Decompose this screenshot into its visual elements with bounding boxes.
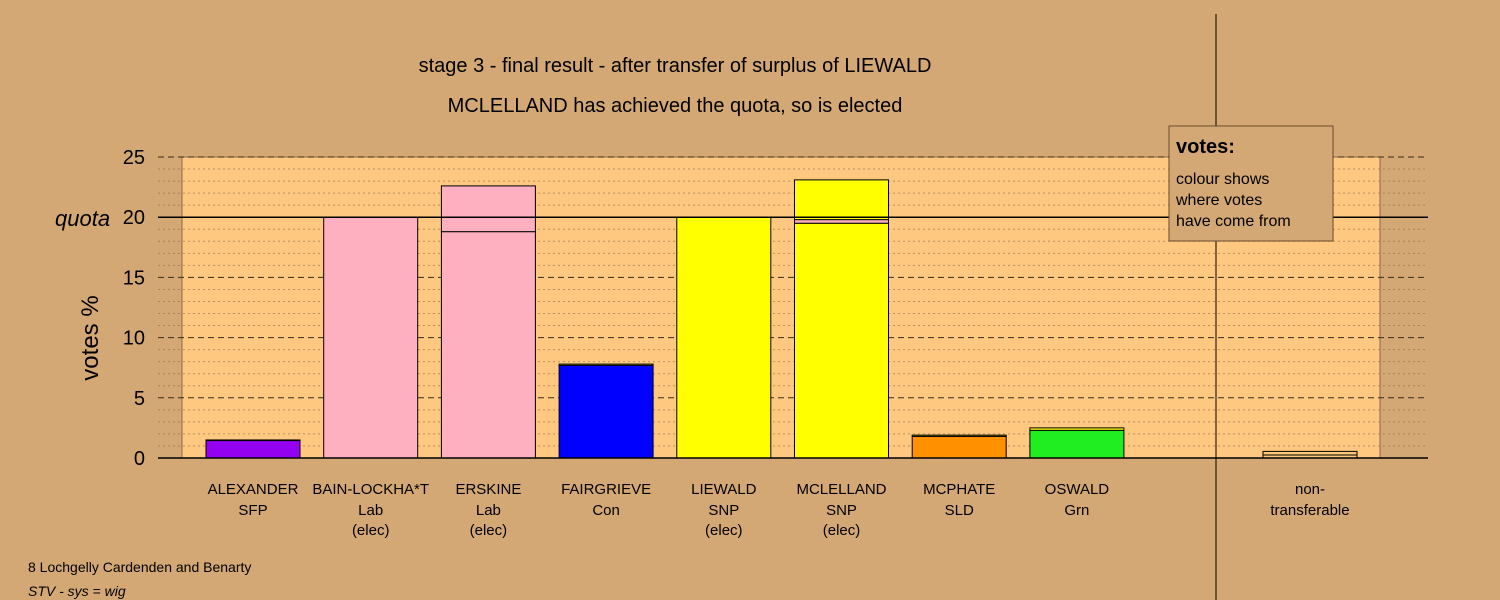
bar-segment [794, 219, 889, 224]
footer-system: STV - sys = wig [28, 583, 126, 599]
chart-title: stage 3 - final result - after transfer … [419, 55, 932, 77]
legend-line-2: where votes [1175, 192, 1262, 209]
candidate-party-label: SLD [945, 502, 974, 519]
bar-segment [558, 364, 654, 459]
quota-label: quota [55, 206, 110, 231]
candidate-status-label: (elec) [352, 522, 390, 539]
y-tick-label: 15 [123, 267, 145, 289]
candidate-party-label: Lab [476, 502, 501, 519]
chart-subtitle: MCLELLAND has achieved the quota, so is … [448, 95, 903, 117]
footer-ward: 8 Lochgelly Cardenden and Benarty [28, 559, 251, 575]
candidate-party-label: Grn [1064, 502, 1089, 519]
candidate-party-label: Lab [358, 502, 383, 519]
candidate-name-label: ALEXANDER [208, 481, 299, 498]
bar-segment [440, 185, 536, 233]
candidate-party-label: SFP [238, 502, 267, 519]
bar-segment [205, 440, 301, 459]
legend-box: votes: colour shows where votes have com… [1168, 125, 1334, 242]
candidate-name-label: ERSKINE [455, 481, 521, 498]
legend-line-1: colour shows [1176, 171, 1269, 188]
legend-frame [1168, 125, 1334, 242]
bar-segment [1029, 429, 1125, 459]
legend-title: votes: [1176, 136, 1235, 158]
nontransferable-label: non- [1295, 481, 1325, 498]
candidate-party-label: SNP [708, 502, 739, 519]
candidate-name-label: FAIRGRIEVE [561, 481, 651, 498]
bars [205, 179, 1358, 459]
bar-segment [205, 439, 301, 442]
candidate-status-label: (elec) [705, 522, 743, 539]
y-tick-label: 0 [134, 448, 145, 470]
candidate-status-label: (elec) [470, 522, 508, 539]
candidate-party-label: Con [592, 502, 620, 519]
bar-segment [794, 222, 889, 459]
bar-segment [911, 434, 1007, 437]
bar-segment [558, 363, 654, 366]
bar-segment [911, 435, 1007, 459]
candidate-name-label: BAIN-LOCKHA*T [312, 481, 429, 498]
nontransferable-label: transferable [1270, 502, 1349, 519]
candidate-status-label: (elec) [823, 522, 861, 539]
y-tick-label: 5 [134, 388, 145, 410]
y-axis-label: votes % [77, 295, 104, 380]
nontransferable-bar-segment [1262, 450, 1358, 456]
bar-segment [676, 216, 772, 459]
candidate-name-label: MCPHATE [923, 481, 995, 498]
candidate-name-label: MCLELLAND [796, 481, 886, 498]
y-tick-label: 20 [123, 207, 145, 229]
candidate-party-label: SNP [826, 502, 857, 519]
candidate-name-label: LIEWALD [691, 481, 756, 498]
bar-segment [440, 231, 536, 459]
bar-segment [323, 216, 419, 459]
bar-segment [794, 179, 889, 221]
y-tick-label: 10 [123, 328, 145, 350]
y-tick-label: 25 [123, 147, 145, 169]
candidate-name-label: OSWALD [1045, 481, 1110, 498]
legend-line-3: have come from [1176, 213, 1291, 230]
category-labels: ALEXANDER SFP BAIN-LOCKHA*T Lab (elec) ERSKIN… [208, 481, 1350, 539]
bar-segment [1029, 427, 1125, 431]
